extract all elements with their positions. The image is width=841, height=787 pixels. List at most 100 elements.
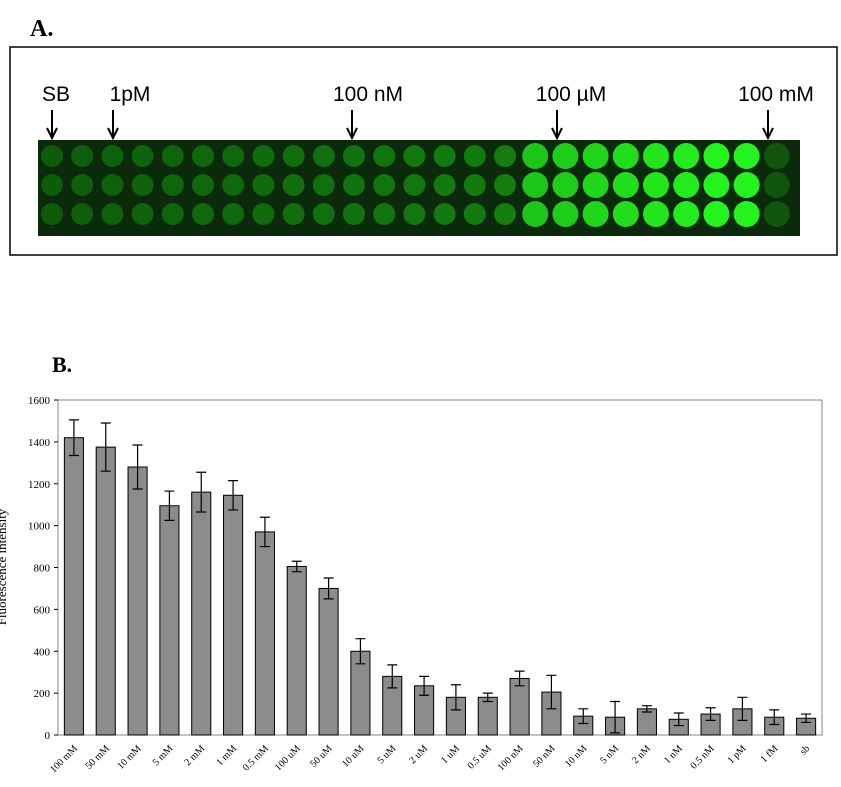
- marker-label: 100 mM: [738, 83, 814, 106]
- x-tick-label: 5 mM: [151, 743, 176, 768]
- marker-label: 1pM: [110, 83, 151, 106]
- bar: [192, 492, 211, 735]
- array-spot: [403, 203, 425, 225]
- array-spot: [222, 145, 244, 167]
- array-spot: [464, 203, 486, 225]
- array-spot: [643, 172, 669, 198]
- bar: [96, 447, 115, 735]
- array-spot: [613, 143, 639, 169]
- x-tick-label: 2 uM: [407, 743, 430, 766]
- bar: [319, 588, 338, 735]
- array-spot: [71, 174, 93, 196]
- panel-label: B.: [52, 352, 72, 377]
- y-axis-label: Fluorescence intensity: [0, 508, 9, 625]
- x-tick-label: 100 nM: [496, 743, 526, 773]
- figure: A. B. Fluorescence intensity SB 1pM 100 nM…: [0, 0, 841, 787]
- array-spot: [434, 145, 456, 167]
- x-tick-label: 1 pM: [726, 743, 749, 766]
- x-tick-label: 0.5 uM: [466, 743, 494, 771]
- array-spot: [283, 174, 305, 196]
- array-spot: [583, 201, 609, 227]
- array-spot: [673, 201, 699, 227]
- array-spot: [71, 203, 93, 225]
- bar: [510, 678, 529, 735]
- array-spot: [434, 203, 456, 225]
- array-spot: [283, 145, 305, 167]
- array-spot: [734, 172, 760, 198]
- y-tick-label: 200: [34, 688, 51, 700]
- array-spot: [522, 143, 548, 169]
- bar: [160, 506, 179, 735]
- x-tick-label: 1 uM: [439, 743, 462, 766]
- array-spot: [313, 174, 335, 196]
- array-spot: [613, 172, 639, 198]
- array-spot: [403, 174, 425, 196]
- array-spot: [222, 174, 244, 196]
- array-spot: [313, 145, 335, 167]
- array-spot: [764, 201, 790, 227]
- array-spot: [41, 174, 63, 196]
- y-tick-label: 1600: [28, 395, 51, 407]
- x-tick-label: 100 uM: [273, 743, 303, 773]
- y-tick-label: 1200: [28, 479, 51, 491]
- x-tick-label: 50 mM: [83, 743, 111, 771]
- x-tick-label: 1 nM: [662, 743, 685, 766]
- array-spot: [494, 174, 516, 196]
- array-spot: [252, 174, 274, 196]
- marker-label: 100 µM: [536, 83, 606, 106]
- panel-label: A.: [30, 16, 53, 42]
- x-tick-label: 5 nM: [598, 743, 621, 766]
- array-spot: [764, 172, 790, 198]
- array-spot: [343, 203, 365, 225]
- x-tick-label: 0.5 mM: [241, 743, 271, 773]
- y-tick-label: 1000: [28, 521, 51, 533]
- marker-label: SB: [42, 83, 70, 106]
- bar: [224, 495, 243, 735]
- array-spot: [132, 203, 154, 225]
- array-spot: [101, 174, 123, 196]
- array-spot: [734, 143, 760, 169]
- array-spot: [252, 203, 274, 225]
- y-tick-label: 0: [45, 730, 51, 742]
- array-spot: [703, 172, 729, 198]
- x-tick-label: 5 uM: [375, 743, 398, 766]
- array-spot: [101, 203, 123, 225]
- array-spot: [162, 203, 184, 225]
- array-spot: [373, 145, 395, 167]
- x-tick-label: 0.5 nM: [688, 743, 716, 771]
- array-spot: [643, 201, 669, 227]
- array-spot: [373, 174, 395, 196]
- array-spot: [583, 172, 609, 198]
- array-spot: [41, 145, 63, 167]
- array-spot: [162, 145, 184, 167]
- marker-label: 100 nM: [333, 83, 403, 106]
- array-spot: [464, 145, 486, 167]
- x-tick-label: 2 nM: [630, 743, 653, 766]
- array-spot: [552, 201, 578, 227]
- x-tick-label: 50 nM: [531, 743, 558, 770]
- x-tick-label: 2 mM: [183, 743, 208, 768]
- array-spot: [252, 145, 274, 167]
- array-spot: [552, 172, 578, 198]
- array-spot: [41, 203, 63, 225]
- x-tick-label: 100 mM: [48, 743, 80, 775]
- array-spot: [162, 174, 184, 196]
- x-tick-label: 50 uM: [308, 743, 335, 770]
- bar: [637, 709, 656, 735]
- array-spot: [464, 174, 486, 196]
- array-spot: [343, 145, 365, 167]
- array-spot: [373, 203, 395, 225]
- array-spot: [403, 145, 425, 167]
- x-tick-label: 10 nM: [563, 743, 590, 770]
- array-spot: [643, 143, 669, 169]
- bar: [287, 566, 306, 735]
- array-spot: [222, 203, 244, 225]
- array-spot: [132, 174, 154, 196]
- y-tick-label: 400: [34, 646, 51, 658]
- x-tick-label: 1 fM: [759, 743, 781, 765]
- array-spot: [343, 174, 365, 196]
- x-tick-label: sb: [798, 743, 812, 757]
- array-spot: [192, 174, 214, 196]
- array-spot: [703, 201, 729, 227]
- array-spot: [673, 143, 699, 169]
